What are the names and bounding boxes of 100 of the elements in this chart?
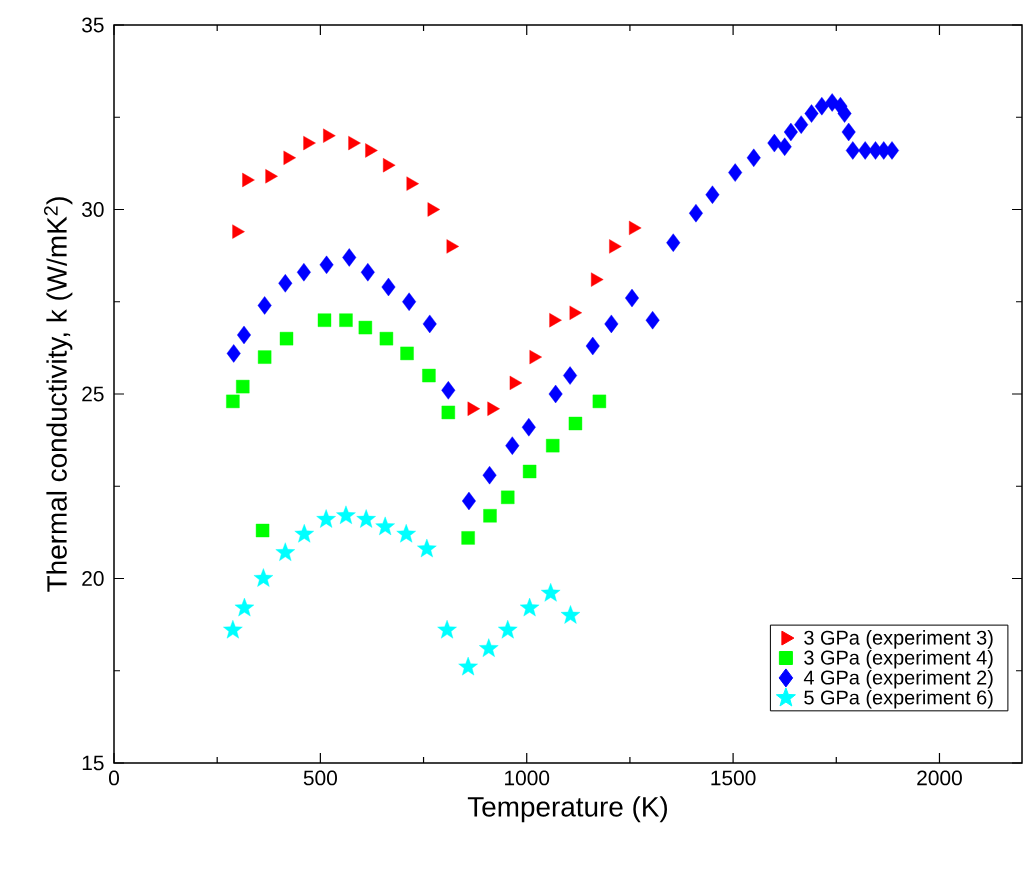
point bbox=[358, 320, 373, 335]
point bbox=[705, 185, 720, 204]
point bbox=[283, 150, 296, 165]
legend-label: 3 GPa (experiment 3) bbox=[804, 630, 993, 649]
point bbox=[226, 394, 240, 409]
point bbox=[498, 619, 518, 639]
point bbox=[814, 96, 829, 116]
point bbox=[234, 597, 255, 617]
point bbox=[804, 104, 819, 123]
point bbox=[689, 203, 703, 223]
point bbox=[265, 169, 278, 184]
point bbox=[379, 331, 394, 346]
point bbox=[441, 405, 456, 420]
point bbox=[446, 239, 459, 254]
point bbox=[400, 346, 414, 361]
y-tick-label: 30 bbox=[82, 202, 104, 217]
point bbox=[383, 158, 396, 173]
point bbox=[365, 143, 378, 158]
point bbox=[296, 263, 311, 282]
point bbox=[519, 597, 540, 617]
point bbox=[666, 233, 681, 252]
point bbox=[275, 542, 295, 561]
point bbox=[360, 263, 375, 282]
point bbox=[236, 379, 250, 394]
point bbox=[645, 311, 660, 330]
point bbox=[841, 122, 856, 142]
point bbox=[316, 509, 336, 528]
x-axis-title: Temperature (K) bbox=[467, 796, 667, 823]
point bbox=[336, 505, 356, 525]
point bbox=[402, 292, 417, 311]
x-tick-label: 500 bbox=[303, 770, 337, 786]
point bbox=[629, 220, 642, 236]
point bbox=[746, 148, 761, 168]
point bbox=[381, 277, 396, 297]
y-tick-label: 35 bbox=[82, 17, 104, 33]
point bbox=[585, 336, 600, 356]
point bbox=[427, 202, 440, 217]
point bbox=[339, 313, 353, 327]
point bbox=[549, 313, 562, 328]
point bbox=[375, 516, 395, 536]
point bbox=[467, 401, 481, 416]
point bbox=[529, 349, 542, 365]
point bbox=[437, 619, 457, 639]
point bbox=[348, 135, 361, 151]
point bbox=[279, 331, 294, 346]
point bbox=[546, 438, 560, 453]
x-tick-label: 1500 bbox=[711, 770, 756, 786]
point bbox=[278, 274, 293, 293]
point bbox=[767, 133, 782, 153]
point bbox=[509, 375, 523, 391]
point bbox=[777, 137, 792, 156]
point bbox=[422, 368, 436, 383]
point bbox=[501, 490, 515, 505]
point bbox=[858, 141, 873, 160]
point bbox=[317, 313, 332, 327]
point bbox=[441, 381, 456, 400]
point bbox=[257, 350, 272, 364]
point bbox=[255, 523, 270, 538]
point bbox=[319, 255, 334, 275]
y-tick-label: 15 bbox=[82, 755, 104, 771]
point bbox=[303, 135, 316, 151]
point bbox=[604, 314, 619, 334]
point bbox=[422, 314, 437, 334]
x-tick-label: 1000 bbox=[505, 770, 550, 786]
point bbox=[609, 239, 622, 254]
point bbox=[521, 418, 536, 437]
point bbox=[294, 524, 314, 543]
point bbox=[540, 583, 561, 602]
point bbox=[505, 436, 520, 455]
point bbox=[728, 163, 743, 182]
point bbox=[226, 344, 241, 363]
legend-label: 5 GPa (experiment 6) bbox=[804, 689, 993, 709]
x-tick-label: 0 bbox=[109, 770, 119, 786]
y-tick-label: 25 bbox=[82, 386, 104, 402]
point bbox=[462, 491, 476, 511]
y-tick-label: 20 bbox=[82, 571, 104, 586]
point bbox=[232, 224, 245, 239]
point bbox=[837, 104, 852, 123]
point bbox=[483, 509, 497, 523]
point bbox=[560, 605, 581, 624]
point bbox=[461, 531, 475, 545]
point bbox=[237, 325, 251, 345]
point bbox=[522, 464, 537, 479]
y-axis-title: Thermal conductivity, k (W/mK$^{2}$) bbox=[43, 197, 73, 592]
point bbox=[568, 416, 583, 431]
legend-label: 4 GPa (experiment 2) bbox=[803, 669, 993, 689]
point bbox=[569, 305, 582, 320]
point bbox=[487, 401, 500, 416]
point bbox=[257, 296, 272, 315]
point bbox=[548, 384, 563, 404]
point bbox=[417, 538, 437, 558]
point bbox=[253, 568, 274, 587]
point bbox=[563, 366, 578, 385]
point bbox=[242, 172, 255, 188]
point bbox=[406, 176, 419, 191]
point bbox=[396, 524, 416, 543]
point bbox=[625, 288, 639, 308]
point bbox=[794, 115, 809, 134]
point bbox=[482, 465, 497, 485]
point bbox=[223, 619, 243, 639]
